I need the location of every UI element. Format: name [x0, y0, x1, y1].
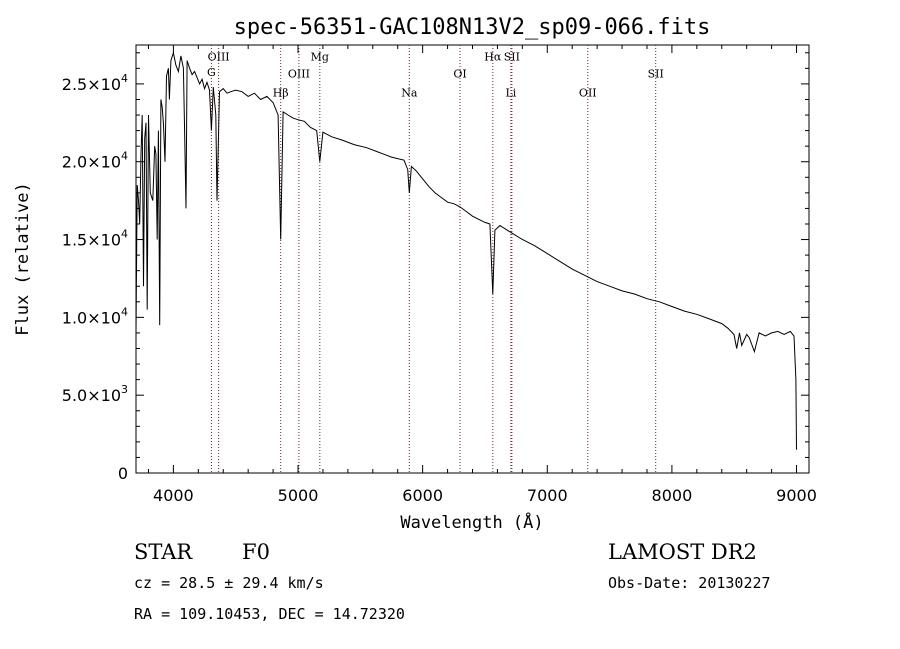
spectral-line-label: Li [505, 86, 516, 99]
x-axis-ticks: 4000 5000 6000 7000 8000 9000 [147, 45, 817, 505]
y-tick-label: 5.0×103 [62, 383, 128, 405]
spectral-line-label: Na [401, 86, 418, 99]
spectral-line-label: SII [504, 51, 520, 64]
spectral-line-label: SII [648, 68, 664, 81]
x-tick-label: 6000 [402, 486, 443, 505]
y-axis-ticks: 0 5.0×103 1.0×104 1.5×104 2.0×104 2.5×104 [62, 52, 809, 483]
star-label: STAR [134, 540, 193, 564]
obs-date-text: Obs-Date: 20130227 [608, 574, 771, 592]
spectral-line-label: Mg [311, 51, 329, 64]
spectral-line-label: G [207, 66, 216, 79]
radec-text: RA = 109.10453, DEC = 14.72320 [134, 605, 405, 623]
chart-title: spec-56351-GAC108N13V2_sp09-066.fits [234, 15, 711, 40]
y-tick-label: 0 [118, 464, 128, 483]
plot-frame [135, 44, 810, 474]
y-tick-label: 1.0×104 [62, 305, 128, 327]
spectral-line-label: Hα [484, 51, 502, 64]
spectrum-series-line [135, 50, 797, 450]
spectral-line-label: Hβ [273, 86, 289, 99]
x-axis-label: Wavelength (Å) [400, 511, 543, 533]
spectral-line-label: OIII [288, 68, 310, 81]
x-tick-label: 7000 [527, 486, 568, 505]
subclass-label: F0 [242, 540, 270, 564]
x-tick-label: 4000 [153, 486, 194, 505]
redshift-text: cz = 28.5 ± 29.4 km/s [134, 574, 324, 592]
y-tick-label: 2.5×104 [62, 72, 128, 94]
survey-label: LAMOST DR2 [608, 540, 757, 564]
y-tick-label: 2.0×104 [62, 150, 128, 172]
x-tick-label: 5000 [278, 486, 319, 505]
spectral-line-label: OI [453, 68, 466, 81]
x-tick-label: 9000 [776, 486, 817, 505]
x-tick-label: 8000 [652, 486, 693, 505]
y-axis-label: Flux (relative) [13, 182, 33, 336]
spectral-line-label: OII [579, 86, 597, 99]
info-panel: STAR F0 LAMOST DR2 cz = 28.5 ± 29.4 km/s… [134, 540, 771, 623]
spectral-line-label: OIII [208, 51, 230, 64]
y-tick-label: 1.5×104 [62, 228, 128, 250]
